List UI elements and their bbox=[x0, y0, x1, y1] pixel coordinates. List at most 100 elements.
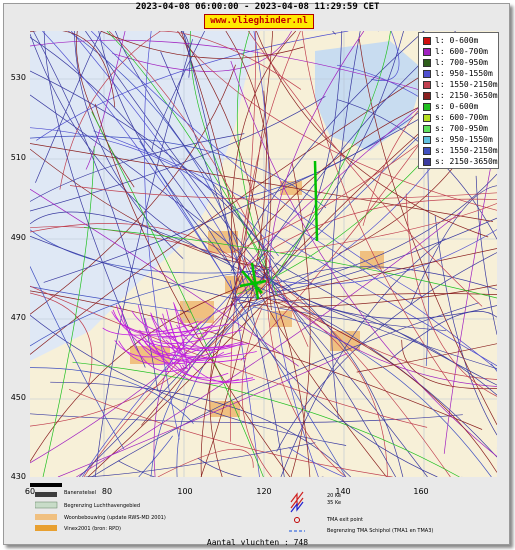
flight-track bbox=[256, 267, 428, 477]
flight-track bbox=[30, 286, 192, 313]
flight-track bbox=[161, 320, 202, 339]
flight-track bbox=[269, 258, 319, 477]
flight-track bbox=[119, 305, 185, 372]
key-ke35-label: 35 Ke bbox=[327, 500, 342, 506]
flight-track bbox=[151, 31, 206, 153]
flight-track bbox=[405, 193, 497, 397]
legend-swatch bbox=[423, 36, 431, 45]
legend-label: l: 700-950m bbox=[435, 58, 488, 67]
flight-track bbox=[114, 31, 275, 260]
flight-track bbox=[233, 296, 497, 396]
y-tick: 530 bbox=[10, 73, 26, 82]
flight-track bbox=[236, 31, 278, 297]
key-ke20-label: 20 Ke bbox=[327, 493, 342, 499]
legend-item: s: 0-600m bbox=[423, 102, 478, 112]
legend-swatch bbox=[423, 58, 431, 67]
flight-track bbox=[401, 339, 497, 390]
key-tma-boundary-label: Begrenzing TMA Schiphol (TMA1 en TMA3) bbox=[327, 528, 434, 534]
flight-track bbox=[30, 33, 488, 355]
flight-track bbox=[137, 305, 254, 382]
flight-track bbox=[30, 290, 483, 430]
flight-track bbox=[85, 442, 316, 477]
flight-track bbox=[59, 31, 161, 190]
flight-track bbox=[280, 238, 446, 477]
map-key bbox=[35, 491, 305, 532]
flight-track bbox=[182, 31, 237, 307]
flight-track bbox=[139, 334, 201, 357]
flight-track bbox=[266, 260, 347, 477]
flight-track bbox=[237, 248, 497, 305]
legend-swatch bbox=[423, 135, 431, 144]
flight-track bbox=[137, 339, 208, 364]
legend-swatch bbox=[423, 124, 431, 133]
flight-track bbox=[142, 338, 233, 361]
y-tick: 430 bbox=[10, 472, 26, 481]
flight-track bbox=[30, 413, 463, 424]
flight-track bbox=[371, 31, 400, 81]
legend-swatch bbox=[423, 47, 431, 56]
flight-track bbox=[252, 306, 492, 477]
legend-swatch bbox=[423, 146, 431, 155]
x-tick: 140 bbox=[335, 487, 351, 496]
legend-label: s: 1550-2150m bbox=[435, 146, 498, 155]
y-tick: 510 bbox=[10, 153, 26, 162]
flight-track bbox=[30, 127, 279, 257]
flight-track bbox=[83, 226, 497, 299]
flight-track bbox=[200, 90, 267, 477]
legend-item: l: 1550-2150m bbox=[423, 80, 498, 90]
flight-track bbox=[30, 31, 116, 108]
flight-track bbox=[209, 262, 247, 477]
flight-track bbox=[272, 266, 497, 290]
flight-track bbox=[69, 185, 497, 200]
flight-track bbox=[241, 31, 256, 283]
key-housing-label: Woonbebouwing (update RWS-MD 2001) bbox=[64, 515, 166, 521]
key-runway-label: Banenstelsel bbox=[64, 490, 97, 496]
flight-track bbox=[94, 39, 193, 477]
flight-track bbox=[30, 264, 263, 464]
legend-label: s: 0-600m bbox=[435, 102, 479, 111]
flight-track bbox=[279, 203, 497, 254]
flight-track bbox=[257, 256, 311, 477]
flight-track bbox=[268, 217, 497, 293]
scale-bar bbox=[30, 483, 62, 487]
flight-track bbox=[160, 51, 285, 477]
flight-track bbox=[30, 367, 194, 424]
legend-swatch bbox=[423, 69, 431, 78]
flight-track bbox=[275, 262, 497, 386]
legend-swatch bbox=[423, 80, 431, 89]
flight-track bbox=[264, 297, 497, 473]
legend-swatch bbox=[423, 91, 431, 100]
flight-track bbox=[112, 309, 250, 350]
y-tick: 490 bbox=[10, 233, 26, 242]
flight-track bbox=[112, 31, 293, 72]
flight-track bbox=[173, 302, 208, 339]
flight-track bbox=[254, 229, 497, 285]
legend-item: s: 2150-3650m bbox=[423, 157, 498, 167]
flight-track bbox=[230, 60, 497, 457]
flight-track bbox=[231, 31, 297, 264]
brand-badge[interactable]: www.vlieghinder.nl bbox=[204, 14, 314, 29]
housing-swatch bbox=[35, 514, 57, 520]
flight-track bbox=[158, 31, 191, 78]
legend-label: l: 600-700m bbox=[435, 47, 488, 56]
flight-track bbox=[268, 31, 365, 296]
flight-track bbox=[30, 314, 347, 446]
flight-track bbox=[42, 31, 244, 309]
altitude-legend: l: 0-600m l: 600-700m l: 700-950m l: 950-15… bbox=[418, 32, 499, 169]
flight-track bbox=[189, 31, 276, 286]
flight-track bbox=[197, 457, 324, 477]
key-airport-label: Begrenzing Luchthavengebied bbox=[64, 503, 141, 509]
flight-track bbox=[91, 111, 264, 477]
flight-track bbox=[230, 300, 438, 477]
legend-swatch bbox=[423, 157, 431, 166]
flight-track bbox=[159, 31, 302, 90]
vinex-swatch bbox=[35, 525, 57, 531]
flight-track bbox=[117, 460, 390, 477]
flight-track bbox=[30, 188, 299, 367]
flight-track bbox=[30, 211, 231, 263]
flight-track bbox=[73, 31, 184, 259]
flight-track bbox=[30, 285, 428, 428]
flight-track bbox=[30, 64, 236, 315]
flight-track bbox=[356, 343, 497, 373]
legend-item: s: 1550-2150m bbox=[423, 146, 498, 156]
